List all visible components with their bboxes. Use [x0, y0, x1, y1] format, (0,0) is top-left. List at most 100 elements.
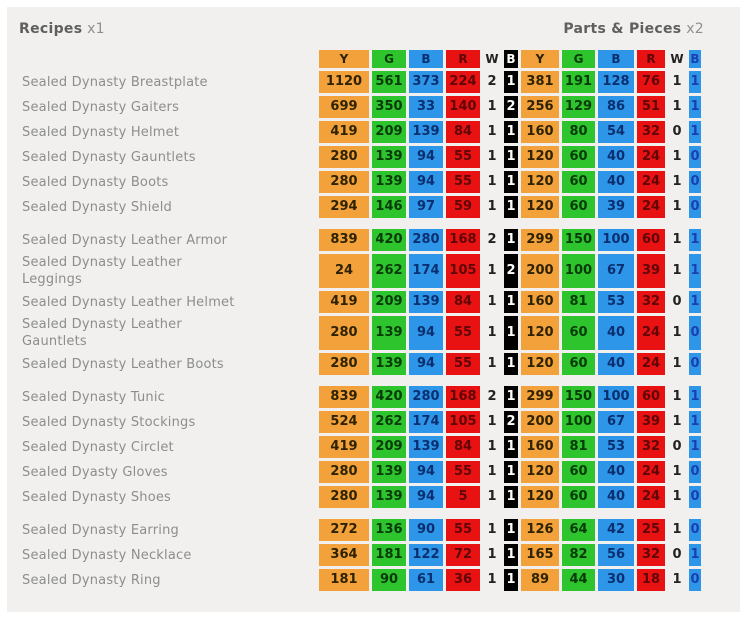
value-cell-blue2-parts: 1 [689, 96, 701, 118]
table-row: Sealed Dynasty Shield 294 146 97 59 1 1 120 60 39… [16, 196, 701, 218]
value-cell-red-recipes: 55 [446, 171, 480, 193]
table-row: Sealed Dynasty Gauntlets 280 139 94 55 1 1 120 6… [16, 146, 701, 168]
value-cell-black-recipes: 1 [504, 386, 518, 408]
value-cell-white-parts: 1 [672, 414, 682, 429]
value-cell-red-recipes: 55 [446, 461, 480, 483]
value-cell-white-recipes: 1 [487, 263, 497, 278]
value-cell-white-recipes: 1 [487, 99, 497, 114]
value-cell-yellow-parts: 200 [521, 254, 559, 288]
column-header-black-recipes: B [504, 50, 518, 68]
item-name: Sealed Dynasty Helmet [22, 124, 180, 140]
value-cell-red-recipes: 84 [446, 121, 480, 143]
table-row: Sealed Dynasty Gaiters 699 350 33 140 1 2 256 12… [16, 96, 701, 118]
table-body: Sealed Dynasty Breastplate 1120 561 373 224 2… [16, 71, 701, 591]
value-cell-red-parts: 32 [637, 291, 665, 313]
value-cell-blue-parts: 53 [598, 291, 634, 313]
value-cell-blue2-parts: 0 [689, 171, 701, 193]
value-cell-green-parts: 60 [562, 171, 595, 193]
value-cell-black-recipes: 1 [504, 71, 518, 93]
value-cell-white-parts: 1 [672, 74, 682, 89]
value-cell-yellow-parts: 299 [521, 386, 559, 408]
value-cell-green-recipes: 209 [372, 291, 406, 313]
value-cell-green-parts: 60 [562, 353, 595, 375]
value-cell-black-recipes: 1 [504, 461, 518, 483]
table-row: Sealed Dynasty Leather Armor 839 420 280 168… [16, 229, 701, 251]
column-header-yellow-recipes: Y [319, 50, 369, 68]
value-cell-yellow-parts: 120 [521, 146, 559, 168]
item-name: Sealed Dynasty Leather Helmet [22, 294, 235, 310]
value-cell-green-recipes: 181 [372, 544, 406, 566]
value-cell-blue-parts: 128 [598, 71, 634, 93]
value-cell-green-recipes: 139 [372, 353, 406, 375]
item-name: Sealed Dynasty Shoes [22, 489, 172, 505]
value-cell-white-parts: 1 [672, 174, 682, 189]
column-header-blue-recipes: B [409, 50, 443, 68]
value-cell-green-recipes: 139 [372, 316, 406, 350]
value-cell-green-parts: 150 [562, 229, 595, 251]
value-cell-black-recipes: 1 [504, 229, 518, 251]
value-cell-yellow-recipes: 839 [319, 229, 369, 251]
value-cell-blue-recipes: 94 [409, 316, 443, 350]
value-cell-white-parts: 1 [672, 522, 682, 537]
value-cell-black-recipes: 1 [504, 486, 518, 508]
value-cell-yellow-recipes: 419 [319, 121, 369, 143]
table-row: Sealed Dynasty Shoes 280 139 94 5 1 1 120 60 40 24… [16, 486, 701, 508]
value-cell-red-recipes: 168 [446, 386, 480, 408]
value-cell-yellow-recipes: 280 [319, 171, 369, 193]
value-cell-white-parts: 1 [672, 325, 682, 340]
value-cell-blue2-parts: 1 [689, 121, 701, 143]
section-titles: Recipes x1 Parts & Pieces x2 [11, 19, 740, 47]
value-cell-yellow-parts: 160 [521, 291, 559, 313]
group-spacer [16, 511, 701, 516]
recipes-title-multiplier: x1 [87, 21, 105, 37]
value-cell-blue-parts: 39 [598, 196, 634, 218]
item-name: Sealed Dynasty Leather Leggings [22, 255, 182, 287]
value-cell-blue-recipes: 280 [409, 386, 443, 408]
value-cell-white-recipes: 1 [487, 356, 497, 371]
value-cell-green-parts: 100 [562, 411, 595, 433]
value-cell-white-recipes: 1 [487, 522, 497, 537]
value-cell-green-parts: 60 [562, 461, 595, 483]
value-cell-blue-parts: 86 [598, 96, 634, 118]
value-cell-green-recipes: 146 [372, 196, 406, 218]
value-cell-red-recipes: 36 [446, 569, 480, 591]
value-cell-blue2-parts: 1 [689, 254, 701, 288]
value-cell-yellow-recipes: 839 [319, 386, 369, 408]
value-cell-yellow-parts: 126 [521, 519, 559, 541]
column-header-green-parts: G [562, 50, 595, 68]
value-cell-red-recipes: 55 [446, 146, 480, 168]
value-cell-white-parts: 1 [672, 389, 682, 404]
value-cell-blue-parts: 40 [598, 461, 634, 483]
value-cell-blue-recipes: 174 [409, 254, 443, 288]
value-cell-green-parts: 60 [562, 486, 595, 508]
value-cell-blue-recipes: 94 [409, 486, 443, 508]
name-column-header [16, 50, 316, 68]
item-name: Sealed Dynasty Tunic [22, 389, 166, 405]
value-cell-yellow-parts: 120 [521, 486, 559, 508]
value-cell-green-parts: 60 [562, 316, 595, 350]
table-row: Sealed Dynasty Leather Boots 280 139 94 55 1 1… [16, 353, 701, 375]
item-name: Sealed Dynasty Gaiters [22, 99, 180, 115]
item-name: Sealed Dyasty Gloves [22, 464, 168, 480]
value-cell-blue2-parts: 1 [689, 411, 701, 433]
value-cell-white-recipes: 2 [487, 389, 497, 404]
value-cell-red-parts: 24 [637, 171, 665, 193]
item-name: Sealed Dynasty Ring [22, 572, 161, 588]
value-cell-yellow-parts: 299 [521, 229, 559, 251]
value-cell-white-parts: 1 [672, 356, 682, 371]
item-name: Sealed Dynasty Breastplate [22, 74, 208, 90]
value-cell-blue2-parts: 0 [689, 486, 701, 508]
value-cell-blue-recipes: 90 [409, 519, 443, 541]
value-cell-blue-parts: 30 [598, 569, 634, 591]
group-spacer [16, 378, 701, 383]
value-cell-black-recipes: 1 [504, 291, 518, 313]
value-cell-yellow-recipes: 364 [319, 544, 369, 566]
value-cell-white-parts: 0 [672, 294, 682, 309]
value-cell-green-parts: 150 [562, 386, 595, 408]
value-cell-red-parts: 32 [637, 121, 665, 143]
value-cell-green-parts: 100 [562, 254, 595, 288]
group-spacer-cell [16, 511, 701, 516]
column-header-green-recipes: G [372, 50, 406, 68]
